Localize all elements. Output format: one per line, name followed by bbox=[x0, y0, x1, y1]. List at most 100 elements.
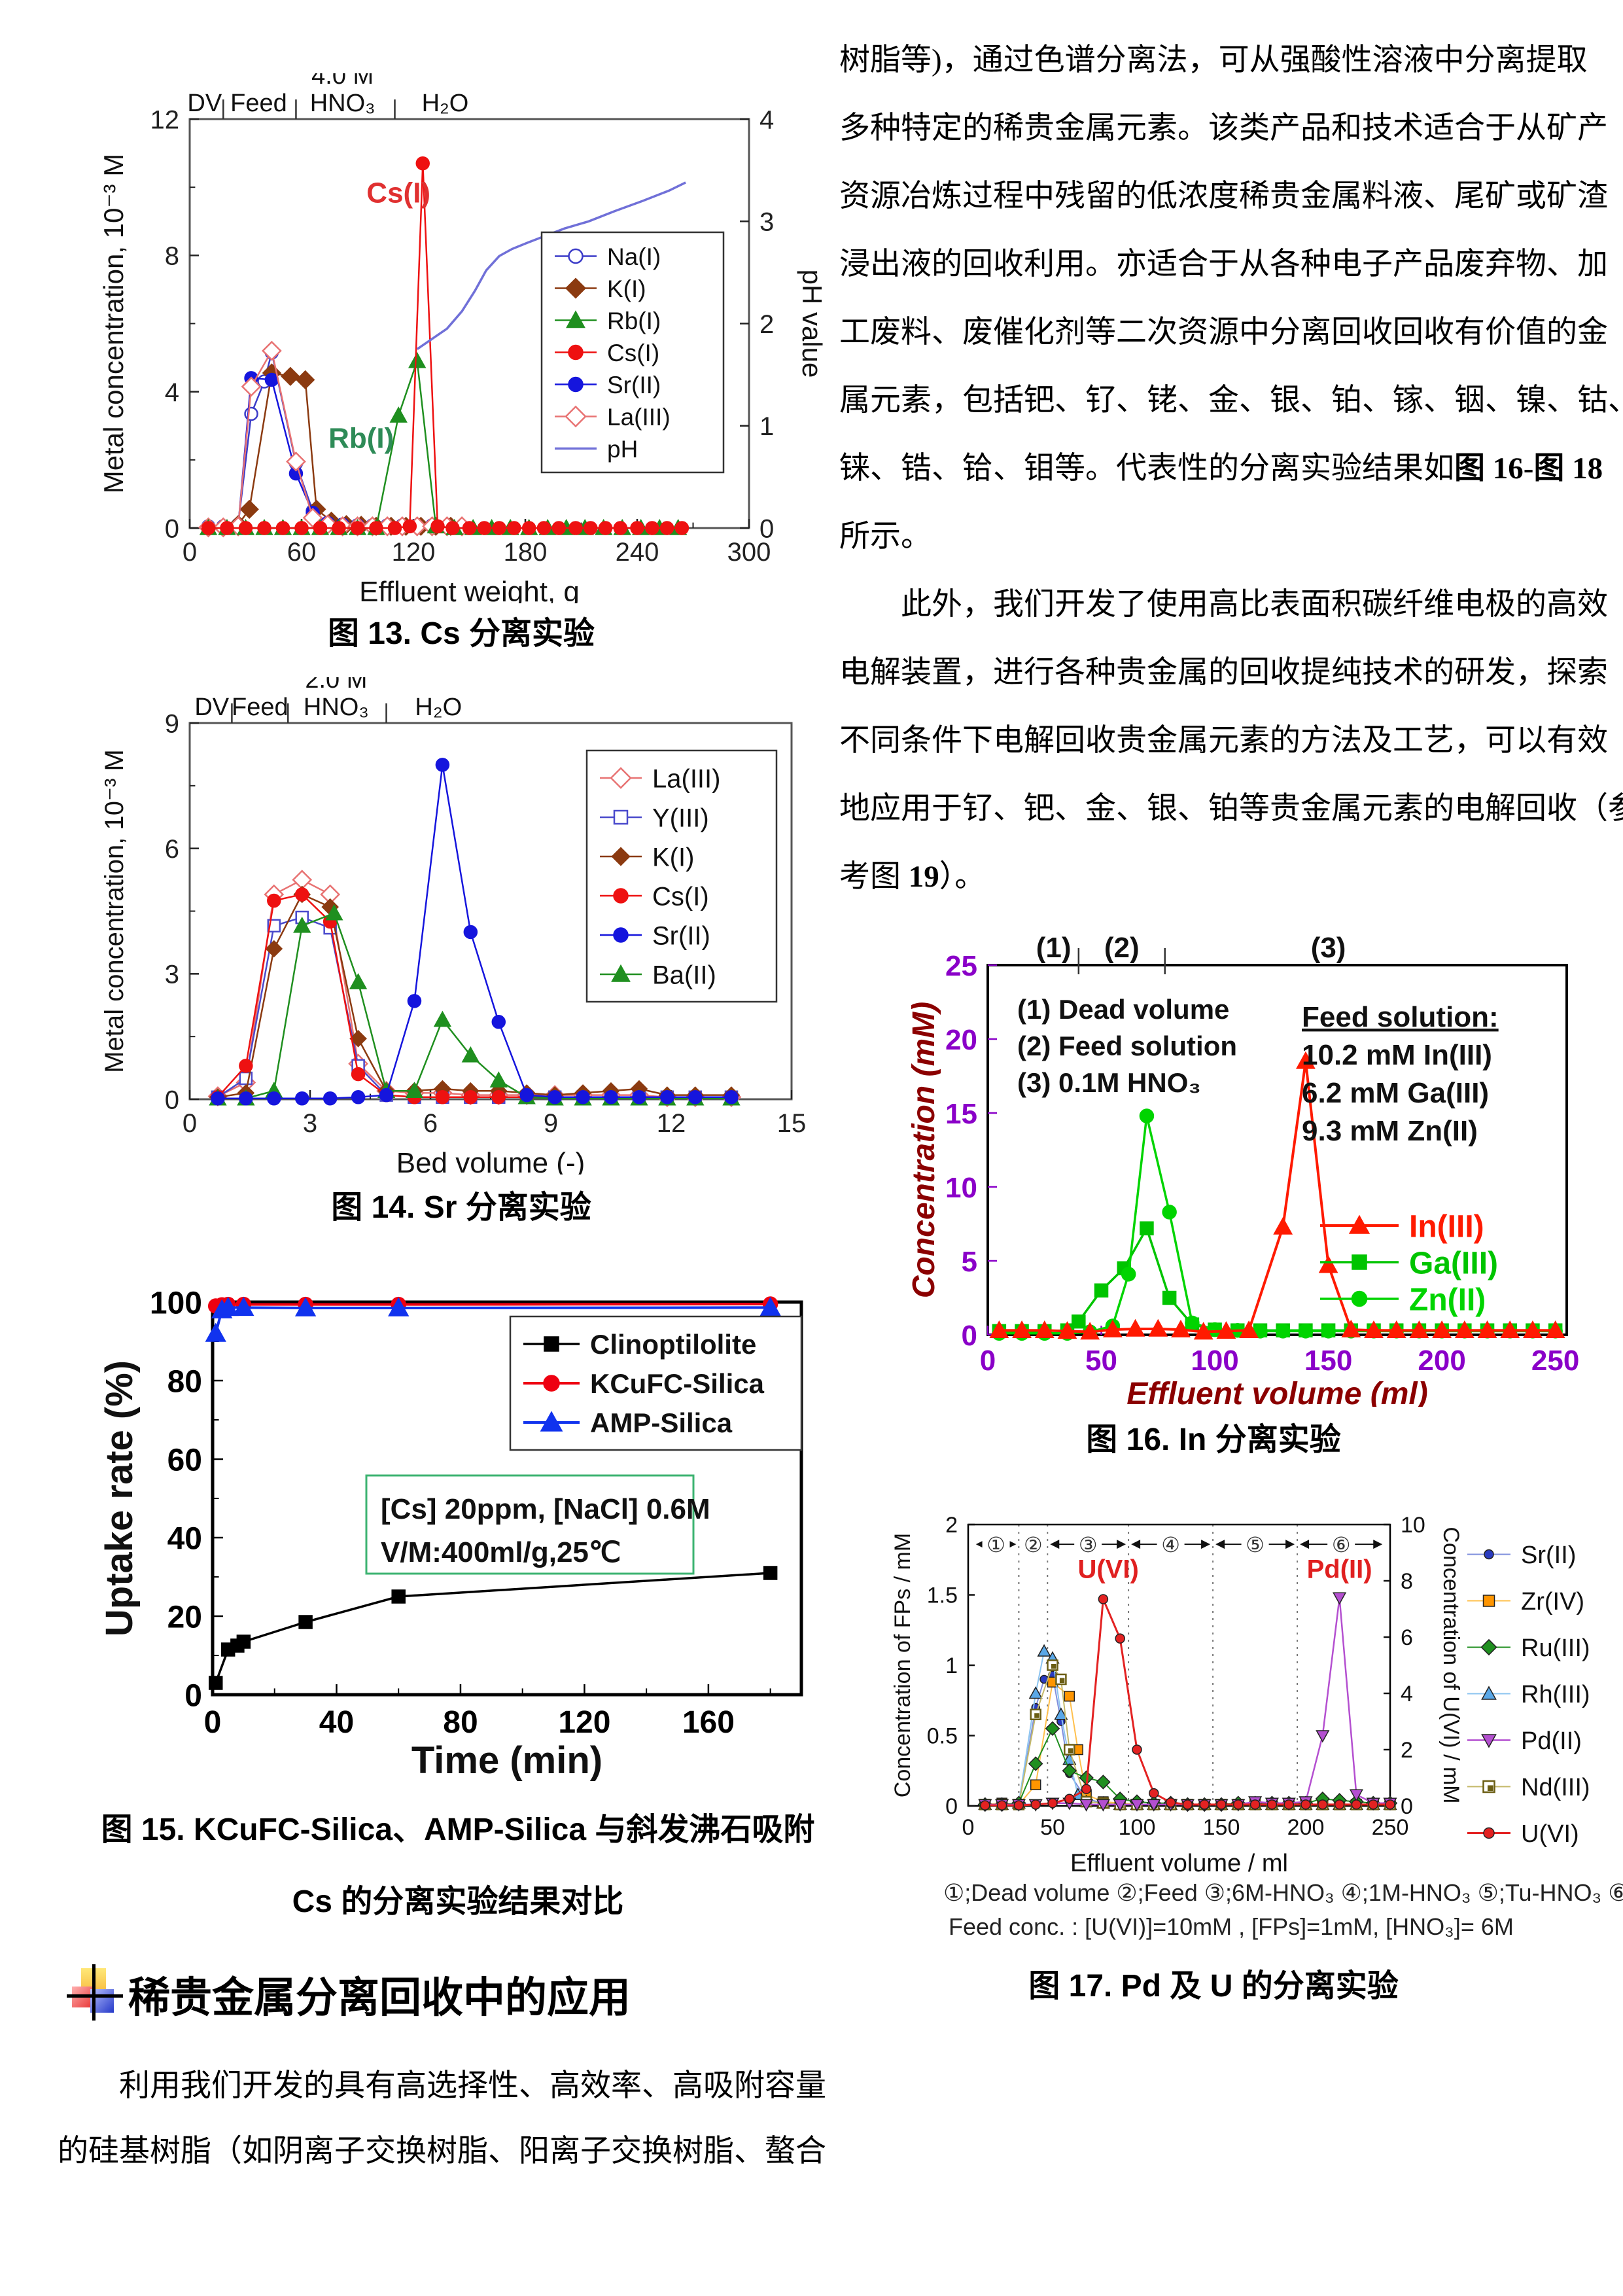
svg-text:Bed volume (-): Bed volume (-) bbox=[396, 1147, 585, 1174]
svg-text:50: 50 bbox=[1040, 1815, 1065, 1840]
svg-text:Effluent volume / ml: Effluent volume / ml bbox=[1070, 1850, 1288, 1875]
svg-text:④: ④ bbox=[1161, 1533, 1180, 1557]
series-pH bbox=[416, 181, 686, 351]
svg-text:3: 3 bbox=[303, 1109, 317, 1138]
svg-text:Y(III): Y(III) bbox=[652, 804, 709, 832]
svg-text:0: 0 bbox=[945, 1794, 958, 1819]
svg-text:240: 240 bbox=[616, 538, 659, 567]
svg-text:Sr(II): Sr(II) bbox=[652, 921, 710, 950]
svg-text:8: 8 bbox=[165, 242, 179, 271]
svg-text:Zr(IV): Zr(IV) bbox=[1521, 1588, 1584, 1616]
svg-text:HNO₃: HNO₃ bbox=[304, 694, 369, 721]
svg-text:10: 10 bbox=[945, 1172, 977, 1204]
svg-text:La(III): La(III) bbox=[652, 764, 720, 793]
svg-text:Rh(III): Rh(III) bbox=[1521, 1681, 1590, 1708]
svg-text:200: 200 bbox=[1287, 1815, 1325, 1840]
svg-text:V/M:400ml/g,25℃: V/M:400ml/g,25℃ bbox=[381, 1536, 621, 1568]
text-line: 铼、锆、铪、钼等。代表性的分离实验结果如图 16-图 18 bbox=[839, 451, 1603, 486]
svg-text:160: 160 bbox=[682, 1705, 735, 1740]
svg-text:80: 80 bbox=[443, 1705, 478, 1740]
figure-15-caption-line2: Cs 的分离实验结果对比 bbox=[292, 1884, 624, 1919]
text-line: 的硅基树脂（如阴离子交换树脂、阳离子交换树脂、螯合 bbox=[58, 2134, 826, 2168]
svg-text:Cs(I): Cs(I) bbox=[652, 882, 709, 911]
series-U(VI) bbox=[980, 1594, 1395, 1810]
svg-text:250: 250 bbox=[1372, 1815, 1409, 1840]
svg-text:100: 100 bbox=[150, 1286, 202, 1320]
figure-13-caption: 图 13. Cs 分离实验 bbox=[327, 616, 595, 651]
svg-text:120: 120 bbox=[392, 538, 436, 567]
text-line: 浸出液的回收利用。亦适合于从各种电子产品废弃物、加 bbox=[839, 247, 1608, 281]
svg-text:8: 8 bbox=[1401, 1569, 1413, 1594]
svg-text:Ru(III): Ru(III) bbox=[1521, 1634, 1590, 1662]
text-line: 不同条件下电解回收贵金属元素的方法及工艺，可以有效 bbox=[839, 724, 1608, 758]
svg-text:In(III): In(III) bbox=[1409, 1209, 1484, 1244]
svg-text:20: 20 bbox=[167, 1600, 202, 1634]
svg-text:U(VI): U(VI) bbox=[1077, 1555, 1138, 1584]
svg-text:0: 0 bbox=[165, 1086, 179, 1114]
svg-text:180: 180 bbox=[504, 538, 548, 567]
text-line: 地应用于钌、钯、金、银、铂等贵金属元素的电解回收（参 bbox=[839, 792, 1623, 826]
svg-text:6: 6 bbox=[423, 1109, 438, 1138]
svg-text:9: 9 bbox=[544, 1109, 558, 1138]
svg-text:120: 120 bbox=[558, 1705, 610, 1740]
svg-text:pH: pH bbox=[607, 436, 638, 463]
svg-text:4.0 M: 4.0 M bbox=[311, 73, 374, 90]
svg-text:K(I): K(I) bbox=[607, 275, 646, 302]
text-line: 树脂等)，通过色谱分离法，可从强酸性溶液中分离提取 bbox=[839, 43, 1588, 77]
svg-text:1: 1 bbox=[945, 1653, 958, 1678]
figure-14-chart: 0 3 6 9 12 15 0 3 6 9 Bed volume (-) Metal concentr… bbox=[92, 677, 831, 1174]
svg-text:0.5: 0.5 bbox=[927, 1724, 958, 1749]
icon-vertical-bar bbox=[92, 1964, 96, 2021]
figure-16-chart: 0 50 100 150 200 250 0 5 10 15 20 25 Effluent volume… bbox=[909, 929, 1590, 1407]
series-Pd(II) bbox=[978, 1592, 1397, 1812]
svg-text:6.2 mM Ga(III): 6.2 mM Ga(III) bbox=[1302, 1077, 1489, 1109]
svg-text:9.3 mM Zn(II): 9.3 mM Zn(II) bbox=[1302, 1115, 1478, 1147]
svg-text:4: 4 bbox=[1401, 1682, 1413, 1706]
series-Sr(II) bbox=[211, 758, 739, 1106]
svg-text:Pd(II): Pd(II) bbox=[1521, 1727, 1582, 1755]
svg-text:4: 4 bbox=[165, 378, 179, 407]
fig14-svg: 0 3 6 9 12 15 0 3 6 9 Bed volume (-) Metal concentr… bbox=[100, 677, 806, 1174]
svg-text:⑥: ⑥ bbox=[1332, 1533, 1351, 1557]
text-line: 所示。 bbox=[839, 520, 932, 554]
svg-text:DV: DV bbox=[187, 90, 222, 117]
fig17-legend bbox=[1467, 1549, 1510, 1839]
svg-text:Cs(I): Cs(I) bbox=[366, 177, 430, 209]
svg-text:40: 40 bbox=[319, 1705, 354, 1740]
text-line: 考图 19）。 bbox=[839, 860, 986, 894]
svg-text:12: 12 bbox=[150, 105, 180, 134]
svg-text:Ba(II): Ba(II) bbox=[652, 961, 716, 989]
svg-text:9: 9 bbox=[165, 709, 179, 738]
svg-text:Rb(I): Rb(I) bbox=[328, 423, 394, 455]
svg-text:150: 150 bbox=[1203, 1815, 1240, 1840]
svg-text:250: 250 bbox=[1531, 1345, 1579, 1377]
text-line: 属元素，包括钯、钌、铑、金、银、铂、镓、铟、镍、钴、 bbox=[839, 383, 1623, 417]
svg-text:60: 60 bbox=[167, 1443, 202, 1477]
text-line: 此外，我们开发了使用高比表面积碳纤维电极的高效 bbox=[901, 588, 1608, 622]
svg-text:0: 0 bbox=[165, 514, 179, 543]
svg-text:10: 10 bbox=[1401, 1513, 1425, 1538]
svg-text:H₂O: H₂O bbox=[415, 694, 462, 721]
svg-text:3: 3 bbox=[759, 208, 774, 237]
fig15-svg: 0 40 80 120 160 0 20 40 60 80 100 Time (min) Uptake … bbox=[98, 1286, 803, 1782]
svg-text:80: 80 bbox=[167, 1364, 202, 1399]
axes bbox=[188, 118, 750, 529]
svg-text:Feed: Feed bbox=[232, 694, 288, 721]
svg-text:Feed: Feed bbox=[230, 90, 287, 117]
svg-text:Concentration (mM): Concentration (mM) bbox=[909, 1002, 941, 1298]
svg-text:60: 60 bbox=[287, 538, 317, 567]
svg-text:0: 0 bbox=[759, 514, 774, 543]
fig16-svg: 0 50 100 150 200 250 0 5 10 15 20 25 Effluent volume… bbox=[909, 932, 1579, 1407]
svg-text:H₂O: H₂O bbox=[422, 90, 469, 117]
svg-text:2: 2 bbox=[759, 310, 774, 339]
svg-text:Pd(II): Pd(II) bbox=[1307, 1555, 1372, 1584]
svg-text:Zn(II): Zn(II) bbox=[1409, 1282, 1486, 1317]
svg-text:0: 0 bbox=[204, 1705, 222, 1740]
svg-text:La(III): La(III) bbox=[607, 404, 671, 431]
svg-text:①: ① bbox=[986, 1533, 1005, 1557]
series-Ru(III) bbox=[977, 1721, 1398, 1812]
svg-text:20: 20 bbox=[945, 1024, 977, 1056]
svg-text:(1): (1) bbox=[1036, 932, 1072, 964]
svg-text:12: 12 bbox=[657, 1109, 686, 1138]
svg-text:pH value: pH value bbox=[797, 270, 828, 378]
